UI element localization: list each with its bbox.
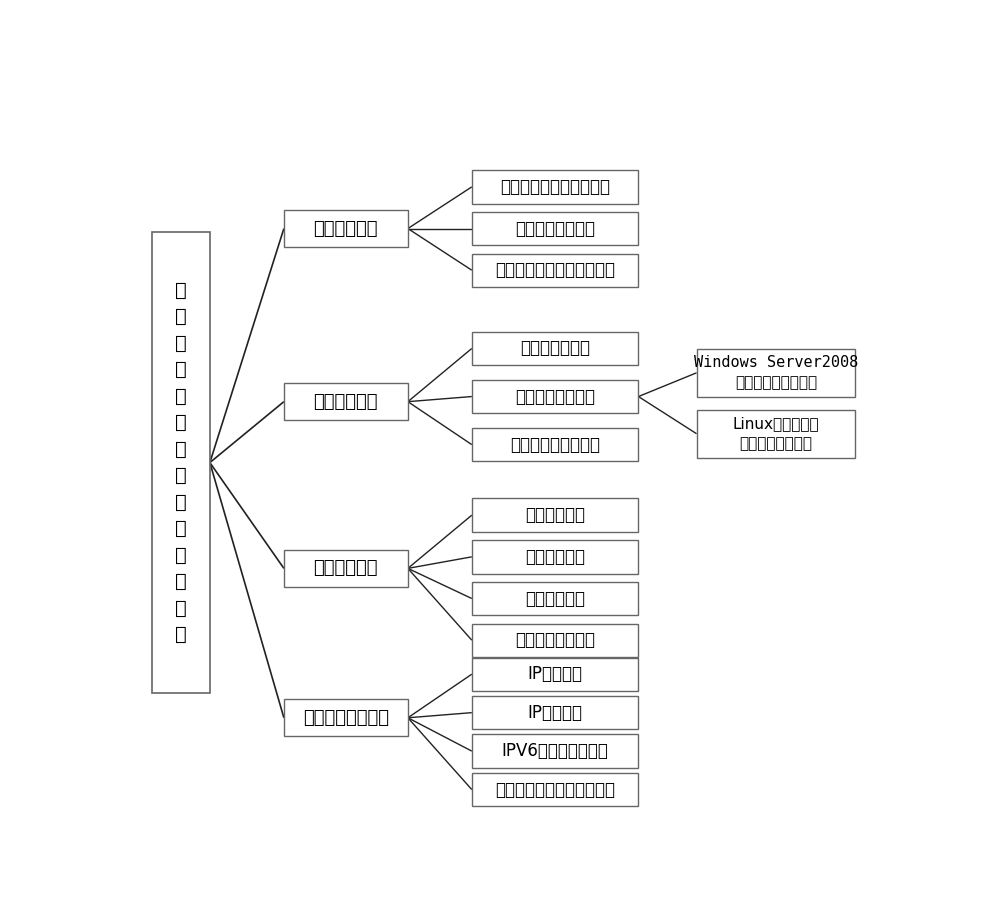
Bar	[472, 380, 638, 413]
Text: 功能操作模块: 功能操作模块	[314, 393, 378, 410]
Text: 网络管理模块: 网络管理模块	[314, 560, 378, 577]
Text: 计算机网络基础知识模块: 计算机网络基础知识模块	[500, 178, 610, 196]
Bar	[472, 332, 638, 365]
Text: 网络安全模块: 网络安全模块	[525, 548, 585, 566]
Text: IP语音模块: IP语音模块	[528, 665, 583, 683]
Text: 网络管理模块: 网络管理模块	[525, 590, 585, 607]
Bar	[472, 658, 638, 691]
Bar	[284, 210, 408, 247]
Text: 基础知识模块: 基础知识模块	[314, 220, 378, 237]
Text: 网络服务器编程模块: 网络服务器编程模块	[510, 436, 600, 453]
Bar	[472, 582, 638, 616]
Text: 网络系统的规划与设计模块: 网络系统的规划与设计模块	[495, 780, 615, 799]
Text: 网络故障排除模块: 网络故障排除模块	[515, 631, 595, 649]
Bar	[472, 773, 638, 806]
Text: 网络测试模块: 网络测试模块	[525, 507, 585, 524]
Bar	[284, 383, 408, 420]
Text: Linux操作系统管
理及服务配置模块: Linux操作系统管 理及服务配置模块	[733, 417, 819, 451]
Bar	[472, 540, 638, 573]
Bar	[697, 349, 855, 397]
Bar	[472, 498, 638, 532]
Text: 交换路由器模块: 交换路由器模块	[520, 340, 590, 357]
Bar	[472, 428, 638, 462]
Bar	[472, 696, 638, 729]
Bar	[472, 170, 638, 203]
Bar	[152, 232, 210, 693]
Text: 计
算
机
专
业
多
元
模
块
化
教
学
系
统: 计 算 机 专 业 多 元 模 块 化 教 学 系 统	[175, 281, 187, 644]
Text: IPV6互联网方案模块: IPV6互联网方案模块	[502, 742, 609, 760]
Text: 服务操作系统模块: 服务操作系统模块	[515, 387, 595, 406]
Text: IP存储模块: IP存储模块	[528, 703, 583, 722]
Bar	[472, 254, 638, 287]
Bar	[284, 699, 408, 736]
Bar	[472, 624, 638, 657]
Bar	[284, 550, 408, 587]
Text: 无线网络的搭建与配置模块: 无线网络的搭建与配置模块	[495, 261, 615, 279]
Text: 综合布线技术模块: 综合布线技术模块	[515, 220, 595, 237]
Bar	[697, 409, 855, 458]
Bar	[472, 212, 638, 245]
Bar	[472, 735, 638, 768]
Text: 网络综合设计模块: 网络综合设计模块	[303, 709, 389, 726]
Text: Windows Server2008
操作系统服务器模块: Windows Server2008 操作系统服务器模块	[694, 355, 858, 390]
